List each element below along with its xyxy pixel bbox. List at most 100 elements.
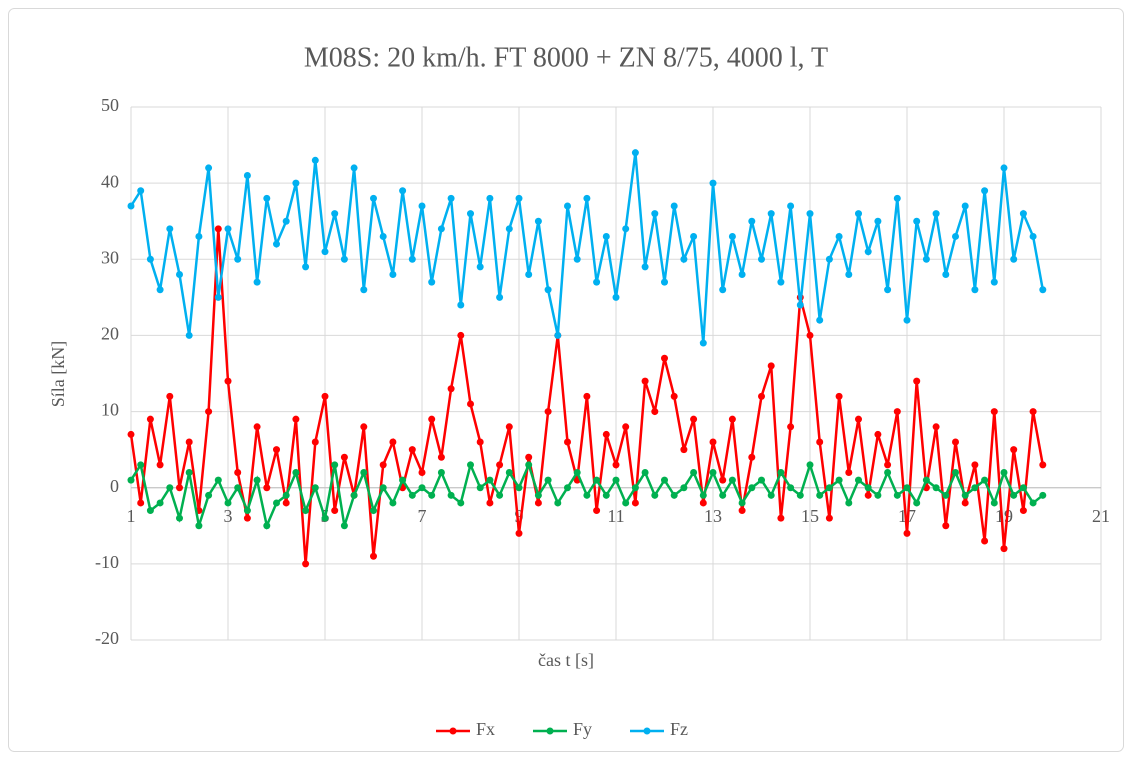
data-point bbox=[631, 149, 639, 157]
data-point bbox=[379, 461, 387, 469]
data-point bbox=[661, 354, 668, 362]
data-point bbox=[680, 484, 688, 492]
data-point bbox=[612, 293, 620, 301]
data-point bbox=[690, 415, 698, 423]
data-point bbox=[932, 484, 940, 492]
data-point bbox=[476, 484, 484, 492]
data-point bbox=[467, 461, 474, 469]
data-point bbox=[156, 499, 164, 507]
data-point bbox=[224, 499, 232, 507]
data-point bbox=[990, 499, 998, 507]
data-point bbox=[370, 552, 377, 560]
data-point bbox=[127, 202, 135, 210]
data-point bbox=[360, 286, 368, 294]
data-point bbox=[709, 468, 717, 476]
data-point bbox=[253, 423, 261, 431]
data-point bbox=[709, 438, 717, 446]
data-point bbox=[845, 271, 853, 279]
data-point bbox=[457, 499, 465, 507]
data-point bbox=[835, 392, 843, 400]
data-point bbox=[564, 438, 571, 446]
data-point bbox=[408, 255, 416, 263]
data-point bbox=[205, 408, 213, 416]
data-point bbox=[525, 461, 533, 469]
data-point bbox=[670, 202, 678, 210]
data-point bbox=[651, 491, 659, 499]
x-tick-label: 11 bbox=[607, 506, 624, 526]
data-point bbox=[1000, 545, 1008, 553]
data-point bbox=[864, 248, 872, 256]
data-point bbox=[486, 194, 494, 202]
data-point bbox=[719, 491, 727, 499]
data-point bbox=[670, 491, 678, 499]
data-point bbox=[864, 491, 872, 499]
x-tick-label: 7 bbox=[418, 506, 427, 526]
data-point bbox=[321, 392, 329, 400]
data-point bbox=[641, 263, 649, 271]
data-point bbox=[981, 476, 989, 484]
data-point bbox=[874, 217, 882, 225]
data-point bbox=[631, 484, 639, 492]
data-point bbox=[428, 491, 436, 499]
data-point bbox=[389, 271, 397, 279]
data-point bbox=[127, 430, 135, 438]
data-point bbox=[243, 514, 251, 522]
data-point bbox=[505, 225, 513, 233]
data-point bbox=[176, 271, 183, 279]
data-point bbox=[253, 278, 261, 286]
data-point bbox=[496, 491, 504, 499]
series bbox=[127, 225, 1047, 568]
data-point bbox=[428, 415, 436, 423]
x-tick-label: 19 bbox=[995, 506, 1013, 526]
legend-marker bbox=[546, 727, 554, 735]
data-point bbox=[389, 438, 397, 446]
data-point bbox=[758, 392, 765, 400]
data-point bbox=[496, 293, 504, 301]
data-point bbox=[467, 210, 474, 218]
data-point bbox=[835, 232, 843, 240]
data-point bbox=[641, 468, 649, 476]
data-point bbox=[234, 468, 242, 476]
data-point bbox=[981, 187, 989, 195]
data-point bbox=[321, 248, 329, 256]
data-point bbox=[922, 255, 930, 263]
data-point bbox=[758, 255, 765, 263]
data-point bbox=[205, 491, 213, 499]
data-point bbox=[612, 476, 620, 484]
data-point bbox=[816, 316, 824, 324]
data-point bbox=[942, 491, 950, 499]
data-point bbox=[922, 476, 930, 484]
data-point bbox=[884, 468, 892, 476]
data-point bbox=[282, 217, 290, 225]
data-point bbox=[670, 392, 678, 400]
data-point bbox=[825, 514, 833, 522]
x-tick-label: 13 bbox=[704, 506, 722, 526]
data-point bbox=[418, 484, 426, 492]
data-point bbox=[845, 499, 853, 507]
y-tick-label: 20 bbox=[101, 324, 119, 344]
x-tick-label: 21 bbox=[1092, 506, 1110, 526]
data-point bbox=[505, 423, 513, 431]
legend-marker bbox=[643, 727, 651, 735]
data-point bbox=[690, 232, 698, 240]
data-point bbox=[777, 514, 785, 522]
legend-label: Fx bbox=[476, 719, 495, 739]
data-point bbox=[602, 430, 610, 438]
data-point bbox=[884, 286, 892, 294]
x-tick-label: 3 bbox=[224, 506, 233, 526]
data-point bbox=[874, 430, 882, 438]
data-point bbox=[893, 408, 901, 416]
data-point bbox=[767, 491, 775, 499]
data-point bbox=[728, 415, 736, 423]
data-point bbox=[185, 438, 193, 446]
data-point bbox=[360, 468, 368, 476]
data-point bbox=[661, 476, 668, 484]
data-point bbox=[651, 408, 659, 416]
data-point bbox=[971, 484, 979, 492]
data-point bbox=[952, 232, 959, 240]
data-point bbox=[767, 362, 775, 370]
data-point bbox=[1029, 499, 1037, 507]
data-point bbox=[205, 164, 213, 172]
data-point bbox=[292, 415, 300, 423]
